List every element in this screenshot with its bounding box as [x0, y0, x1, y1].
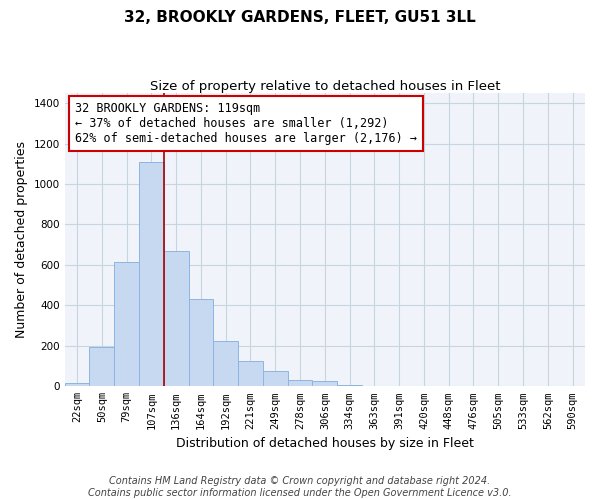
- X-axis label: Distribution of detached houses by size in Fleet: Distribution of detached houses by size …: [176, 437, 474, 450]
- Text: 32 BROOKLY GARDENS: 119sqm
← 37% of detached houses are smaller (1,292)
62% of s: 32 BROOKLY GARDENS: 119sqm ← 37% of deta…: [75, 102, 417, 145]
- Text: Contains HM Land Registry data © Crown copyright and database right 2024.
Contai: Contains HM Land Registry data © Crown c…: [88, 476, 512, 498]
- Text: 32, BROOKLY GARDENS, FLEET, GU51 3LL: 32, BROOKLY GARDENS, FLEET, GU51 3LL: [124, 10, 476, 25]
- Bar: [65, 384, 89, 386]
- Bar: [214, 341, 238, 386]
- Bar: [139, 162, 164, 386]
- Bar: [89, 347, 114, 387]
- Bar: [238, 361, 263, 386]
- Y-axis label: Number of detached properties: Number of detached properties: [15, 141, 28, 338]
- Bar: [287, 380, 313, 386]
- Bar: [263, 370, 287, 386]
- Bar: [188, 300, 214, 386]
- Bar: [114, 262, 139, 386]
- Bar: [313, 381, 337, 386]
- Title: Size of property relative to detached houses in Fleet: Size of property relative to detached ho…: [149, 80, 500, 93]
- Bar: [164, 251, 188, 386]
